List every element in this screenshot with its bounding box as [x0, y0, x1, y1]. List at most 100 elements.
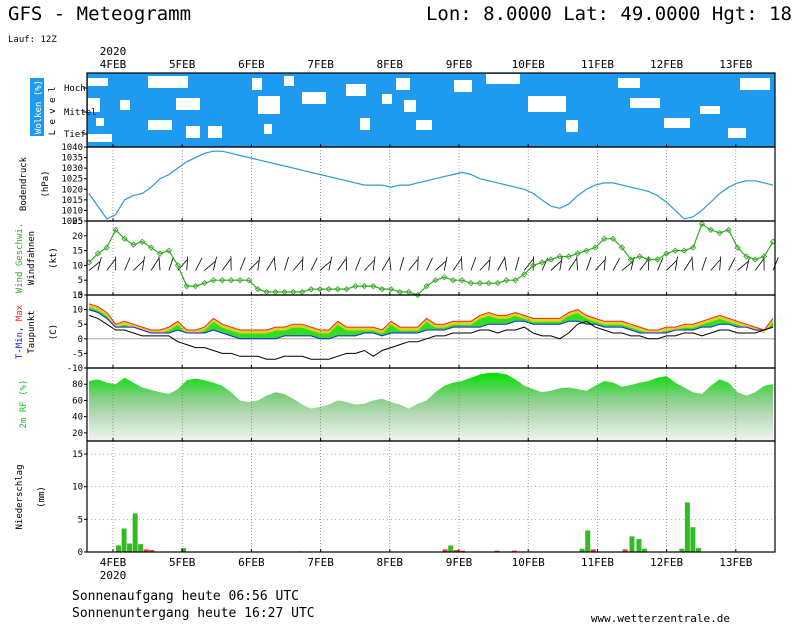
wind-barb [701, 256, 707, 271]
pressure-unit-label: (hPa) [41, 170, 51, 197]
precip-bar [116, 545, 122, 552]
pressure-ytick-label: 1005 [61, 217, 83, 227]
wind-marker [663, 250, 670, 257]
precip-bar [590, 549, 596, 552]
meteogram-title: GFS - Meteogramm [8, 3, 191, 25]
precip-bar [181, 548, 187, 552]
wind-marker [183, 282, 190, 290]
cloud-panel [87, 73, 775, 147]
precip-ytick-label: 0 [78, 548, 83, 558]
wind-barb [124, 257, 131, 271]
precip-bar [636, 538, 642, 552]
wind-barb [337, 258, 347, 271]
wind-marker [618, 244, 626, 251]
wind-barb [523, 259, 534, 271]
cloud-gap [88, 98, 100, 112]
wind-barb [568, 258, 577, 271]
wind-marker [352, 282, 359, 290]
temp-max-band [89, 303, 773, 334]
cloud-gap [258, 96, 280, 114]
wind-barb [133, 260, 144, 271]
cloud-gap [416, 120, 432, 130]
wind-marker [201, 280, 208, 287]
precip-bar [149, 550, 155, 552]
cloud-gap [700, 106, 720, 114]
wind-barb [195, 257, 203, 271]
cloud-axis-label: Wolken (%) [34, 80, 44, 134]
wind-marker [689, 244, 697, 251]
wind-barb [388, 256, 392, 271]
wind-barb [301, 256, 304, 271]
temperature-ytick-label: 15 [72, 291, 83, 301]
wind-marker [574, 250, 581, 257]
wind-barb [310, 257, 318, 271]
model-run-label: Lauf: 12Z [8, 35, 57, 45]
wind-marker [121, 235, 128, 242]
precip-bar [121, 528, 127, 552]
humidity-area [89, 372, 773, 441]
cloud-cover-fill [87, 73, 775, 147]
wind-marker [219, 277, 226, 284]
wind-barb [239, 257, 246, 271]
tmax-legend: Max [15, 304, 25, 321]
cloud-label-box [30, 78, 44, 136]
wind-barb [559, 256, 563, 271]
pressure-ytick-label: 1025 [61, 175, 83, 185]
wind-ytick-label: 0 [78, 291, 83, 301]
wind-marker [281, 288, 288, 296]
wind-barb [504, 256, 507, 271]
cloud-gap [96, 118, 104, 126]
date-label-bottom: 10FEB [512, 556, 545, 569]
wind-marker [432, 277, 439, 284]
wind-marker [441, 274, 448, 281]
wind-barb [683, 258, 692, 271]
wind-marker [307, 285, 315, 293]
wind-marker [760, 253, 768, 260]
meteogram-coords: Lon: 8.0000 Lat: 49.0000 Hgt: 18 [426, 3, 792, 25]
precip-unit-label: (mm) [37, 486, 47, 508]
pressure-ytick-label: 1040 [61, 143, 83, 153]
wind-barb [266, 258, 275, 271]
wind-marker [467, 280, 475, 287]
wind-marker [112, 226, 119, 234]
tmin-legend: T-Min [15, 332, 25, 359]
date-label-bottom: 9FEB [446, 556, 473, 569]
wind-ytick-label: 15 [72, 247, 83, 257]
wind-marker [405, 288, 412, 296]
temperature-axis-label: T-Min, Max [15, 304, 25, 359]
wind-marker [494, 280, 501, 287]
date-label-bottom: 4FEB [100, 556, 127, 569]
wind-barb [399, 256, 405, 271]
cloud-gap [252, 78, 262, 90]
sunset-text: Sonnenuntergang heute 16:27 UTC [72, 606, 315, 621]
humidity-panel [84, 372, 773, 441]
wind-barb [426, 257, 433, 271]
wind-barb [595, 259, 606, 271]
cloud-gap [454, 80, 472, 92]
pressure-ytick-label: 1015 [61, 196, 83, 206]
wind-panel [84, 220, 779, 299]
cloud-gap [346, 84, 366, 96]
cloud-gap [208, 126, 222, 138]
precip-ytick-label: 10 [72, 483, 83, 493]
wind-marker [148, 244, 155, 251]
wind-speed-line [88, 223, 774, 296]
precip-bar [579, 548, 585, 552]
wind-barb [639, 259, 649, 271]
wind-ytick-label: 20 [72, 232, 83, 242]
date-label-top: 6FEB [238, 58, 265, 71]
wind-marker [343, 285, 350, 293]
cloud-gap [148, 76, 188, 88]
wind-barb [408, 259, 418, 271]
wind-barb [88, 261, 101, 271]
cloud-gap [664, 118, 690, 128]
wind-barb [541, 257, 549, 271]
wind-marker [592, 244, 599, 251]
humidity-ytick-label: 20 [72, 429, 83, 439]
precip-bar [695, 548, 701, 552]
website-link[interactable]: www.wetterzentrale.de [591, 612, 730, 625]
humidity-ytick-label: 40 [72, 413, 83, 423]
wind-marker [583, 247, 590, 254]
wind-barb [479, 259, 490, 271]
cloud-gap [728, 128, 746, 138]
